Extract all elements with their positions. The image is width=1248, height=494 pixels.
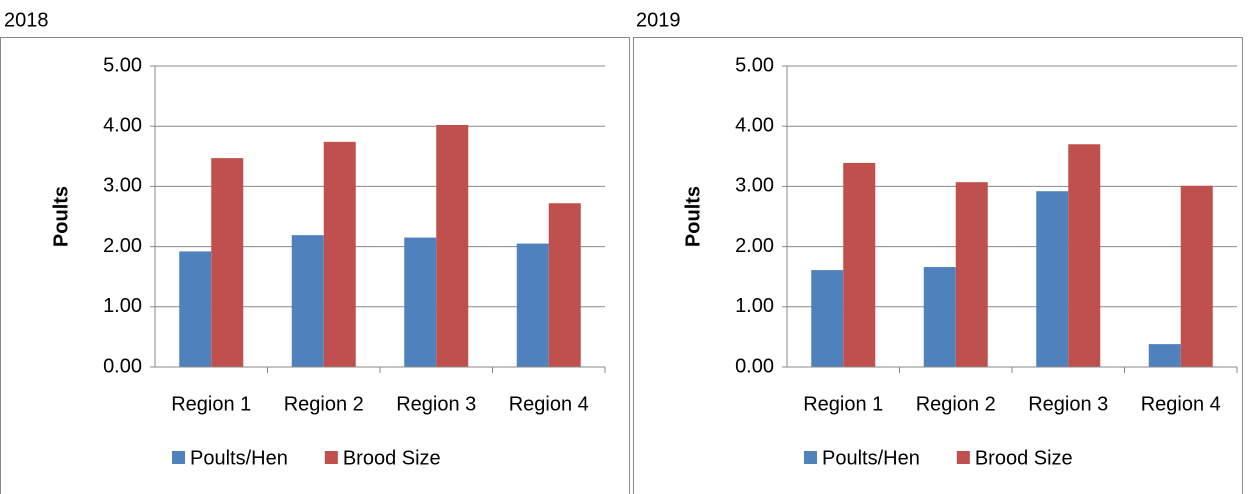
bar [843, 162, 876, 367]
y-tick-label: 3.00 [103, 175, 142, 197]
bar [1036, 191, 1069, 367]
legend-swatch [804, 451, 817, 464]
x-tick-label: Region 1 [171, 393, 251, 415]
bar [955, 182, 988, 367]
y-tick-label: 3.00 [735, 175, 774, 197]
x-tick-label: Region 4 [509, 393, 589, 415]
bar [291, 235, 324, 367]
y-axis-label: Poults [50, 186, 72, 247]
y-tick-label: 4.00 [735, 114, 774, 136]
y-tick-label: 4.00 [103, 114, 142, 136]
bar [923, 267, 956, 367]
y-tick-label: 0.00 [735, 355, 774, 377]
x-tick-label: Region 3 [1028, 393, 1108, 415]
bar [436, 124, 469, 367]
legend-swatch [324, 451, 338, 464]
bar [811, 270, 844, 367]
y-tick-label: 2.00 [103, 235, 142, 257]
legend-swatch [956, 451, 970, 464]
chart-title: 2018 [4, 9, 49, 31]
y-tick-label: 1.00 [735, 295, 774, 317]
x-tick-label: Region 3 [396, 393, 476, 415]
x-tick-label: Region 2 [284, 393, 364, 415]
legend-label: Brood Size [343, 447, 441, 469]
bar [548, 203, 581, 367]
bar [323, 141, 356, 367]
panel-border [0, 37, 630, 494]
chart-title: 2019 [636, 9, 681, 31]
x-tick-label: Region 2 [916, 393, 996, 415]
x-tick-label: Region 1 [803, 393, 883, 415]
bar [1068, 144, 1101, 367]
y-tick-label: 2.00 [735, 235, 774, 257]
legend-label: Poults/Hen [190, 447, 288, 469]
y-tick-label: 5.00 [735, 54, 774, 76]
legend-label: Poults/Hen [822, 447, 920, 469]
bar [1180, 185, 1213, 367]
bar [211, 158, 244, 367]
bar [179, 251, 212, 367]
y-tick-label: 0.00 [103, 355, 142, 377]
bar [516, 243, 549, 367]
y-tick-label: 5.00 [103, 54, 142, 76]
legend-label: Brood Size [975, 447, 1073, 469]
legend-swatch [172, 451, 185, 464]
y-tick-label: 1.00 [103, 295, 142, 317]
x-tick-label: Region 4 [1141, 393, 1221, 415]
y-axis-label: Poults [682, 186, 704, 247]
bar [1148, 344, 1181, 367]
bar [404, 237, 437, 367]
